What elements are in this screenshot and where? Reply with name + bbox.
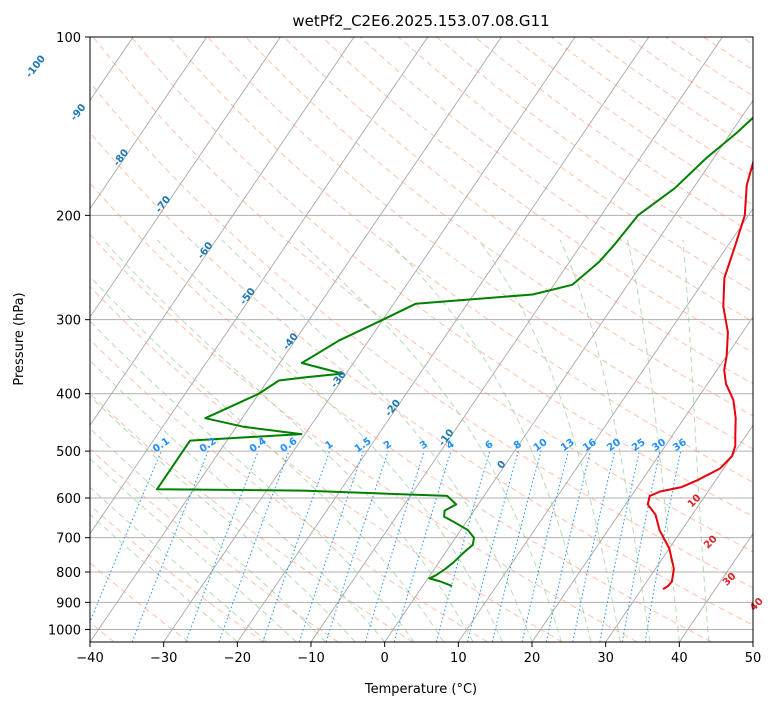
y-axis-label: Pressure (hPa) [12,292,27,385]
isotherm-line [605,424,753,642]
mixing-ratio-line [364,450,425,642]
isotherm-line [531,316,753,642]
y-tick-label: 400 [56,388,81,403]
mixing-ratio-line [545,450,591,642]
isotherm-line [163,37,576,642]
mixing-ratio-line [467,450,519,642]
y-tick-label: 700 [56,532,81,547]
moist-adiabat-line [627,239,680,642]
x-tick-label: 40 [671,651,688,666]
mixing-ratio-line [521,450,569,642]
dry-adiabat-line [169,37,753,483]
isotherm-line [90,37,281,318]
moist-adiabat-line [102,239,474,642]
moist-adiabat-line [221,239,533,642]
isotherm-line [678,532,753,642]
x-tick-label: −20 [224,651,251,666]
y-tick-label: 1000 [48,623,81,638]
y-tick-label: 900 [56,596,81,611]
isotherm-line [90,37,355,427]
mixing-ratio-line [185,450,259,642]
isotherm-line [90,37,208,210]
moist-adiabat-line [559,239,651,642]
x-tick-label: 30 [597,651,614,666]
chart-title: wetPf2_C2E6.2025.153.07.08.G11 [292,12,549,31]
isotherm-line [457,207,753,642]
mixing-ratio-line [90,450,162,624]
isotherm-line [90,37,502,642]
mixing-ratio-line [435,450,491,642]
mixing-ratio-line [298,450,364,642]
x-tick-label: 50 [745,651,762,666]
dry-adiabat-line [283,37,753,385]
x-tick-label: −10 [297,651,324,666]
mixing-ratio-line [218,450,290,642]
plot-frame [89,36,754,643]
x-tick-label: −40 [76,651,103,666]
x-axis-label: Temperature (°C) [364,682,477,697]
dewpoint-profile-line [156,116,753,588]
x-tick-label: −30 [150,651,177,666]
y-tick-label: 800 [56,566,81,581]
dry-adiabat-line [90,285,563,642]
y-tick-label: 100 [56,31,81,46]
isotherm-line [236,37,650,642]
mixing-ratio-line [131,450,209,642]
dry-adiabat-line [131,37,753,518]
dry-adiabat-line [90,182,712,642]
moist-adiabat-line [90,275,445,642]
y-tick-label: 600 [56,492,81,507]
x-tick-label: 10 [450,651,467,666]
x-tick-label: 20 [524,651,541,666]
moist-adiabat-line [90,513,238,642]
y-tick-label: 500 [56,445,81,460]
axes: −40 −30 −20 −10 0 10 20 30 40 50 100 200 300 400 500 60… [48,31,761,666]
y-tick-label: 200 [56,209,81,224]
moist-adiabat-line [90,486,268,642]
mixing-ratio-line [393,450,452,642]
mixing-ratio-line [491,450,542,642]
isotherm-line [90,37,429,535]
mixing-ratio-line [572,450,616,642]
plot-area [90,37,753,642]
temperature-profile-line [646,159,753,590]
moist-adiabat-line [90,427,327,642]
moist-adiabat-line [478,239,621,642]
moist-adiabat-line [298,239,562,642]
y-tick-label: 300 [56,314,81,329]
dry-adiabat-line [92,37,753,553]
mixing-ratio-line [325,450,389,642]
moist-adiabat-line [90,458,297,642]
dry-adiabat-line [90,233,638,642]
isotherm-line [384,99,753,642]
moist-adiabat-line [386,239,592,642]
dry-adiabat-line [359,37,753,323]
moist-adiabat-line [156,239,503,642]
moist-adiabat-line [90,359,386,642]
moist-adiabat-line [90,320,415,642]
dry-adiabat-line [90,504,264,642]
moist-adiabat-line [90,395,356,642]
dry-adiabat-line [321,37,753,354]
x-tick-label: 0 [381,651,389,666]
mixing-ratio-line [262,450,331,642]
dry-adiabat-line [90,81,753,589]
dry-adiabat-line [90,131,753,626]
